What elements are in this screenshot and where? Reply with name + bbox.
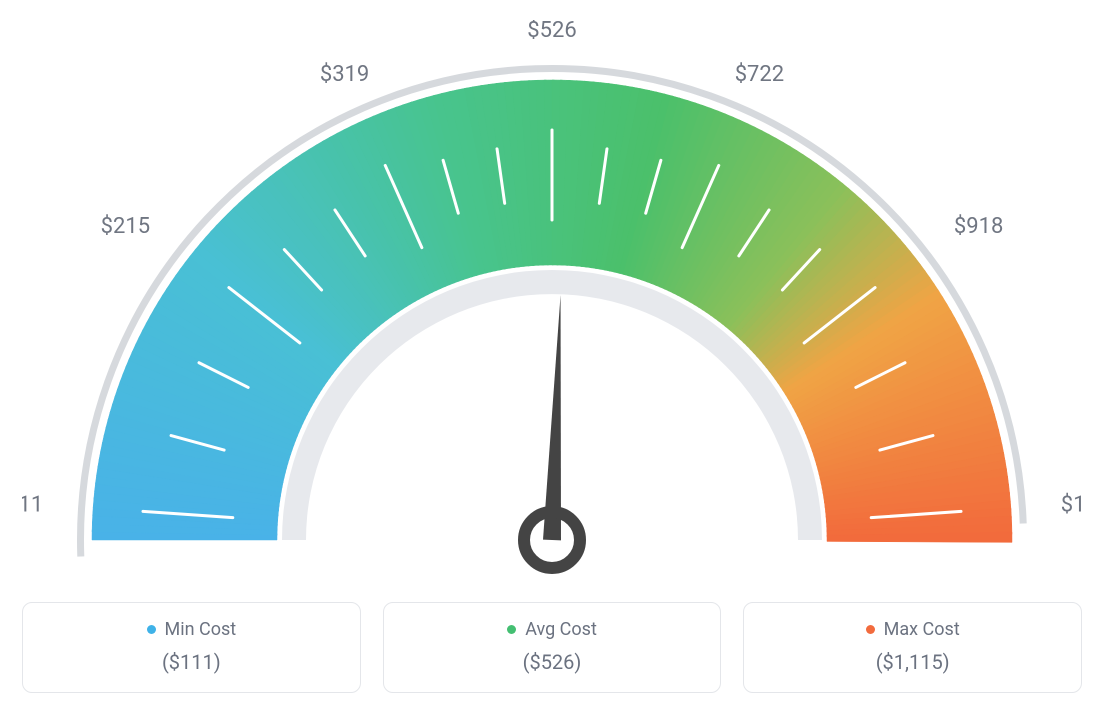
svg-text:$918: $918: [954, 214, 1003, 239]
avg-cost-card: Avg Cost ($526): [383, 602, 722, 693]
svg-text:$722: $722: [735, 62, 784, 87]
avg-cost-value: ($526): [394, 650, 711, 674]
min-cost-card: Min Cost ($111): [22, 602, 361, 693]
min-cost-value: ($111): [33, 650, 350, 674]
svg-text:$526: $526: [527, 20, 576, 43]
gauge-chart: $111 $215 $319 $526 $722 $918 $1,115: [22, 20, 1082, 580]
svg-text:$319: $319: [320, 62, 369, 87]
max-cost-value: ($1,115): [754, 650, 1071, 674]
svg-text:$215: $215: [101, 214, 150, 239]
max-dot-icon: [866, 625, 875, 634]
avg-dot-icon: [507, 625, 516, 634]
avg-cost-title: Avg Cost: [525, 619, 597, 640]
gauge-svg: $111 $215 $319 $526 $722 $918 $1,115: [22, 20, 1082, 580]
svg-text:$111: $111: [22, 492, 43, 517]
svg-text:$1,115: $1,115: [1061, 492, 1082, 517]
max-cost-card: Max Cost ($1,115): [743, 602, 1082, 693]
min-dot-icon: [147, 625, 156, 634]
max-cost-title: Max Cost: [884, 619, 960, 640]
summary-cards: Min Cost ($111) Avg Cost ($526) Max Cost…: [22, 602, 1082, 693]
min-cost-title: Min Cost: [165, 619, 237, 640]
